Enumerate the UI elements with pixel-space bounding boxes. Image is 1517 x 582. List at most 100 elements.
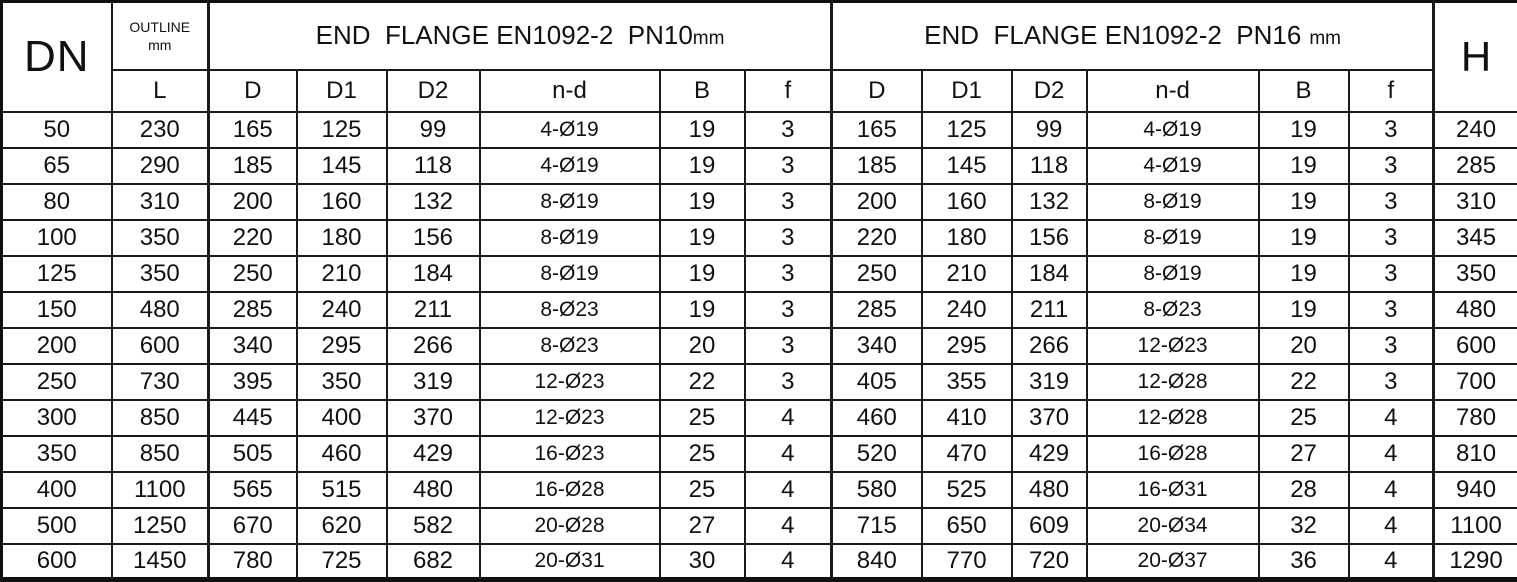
table-cell: 25 [1259, 400, 1349, 436]
table-cell: 405 [832, 364, 922, 400]
table-cell: 715 [832, 508, 922, 544]
table-cell: 460 [832, 400, 922, 436]
column-header-pn10-b: B [660, 70, 745, 112]
table-cell: 4-Ø19 [1087, 148, 1259, 184]
table-cell: 27 [660, 508, 745, 544]
table-cell: 1100 [112, 472, 209, 508]
table-cell: 19 [1259, 184, 1349, 220]
table-cell: 480 [1434, 292, 1517, 328]
table-cell: 125 [2, 256, 112, 292]
table-cell: 16-Ø28 [480, 472, 660, 508]
table-cell: 600 [1434, 328, 1517, 364]
table-cell: 4 [745, 400, 832, 436]
table-cell: 410 [922, 400, 1012, 436]
column-header-dn: DN [2, 2, 112, 112]
table-cell: 355 [922, 364, 1012, 400]
table-cell: 12-Ø28 [1087, 400, 1259, 436]
table-cell: 16-Ø31 [1087, 472, 1259, 508]
pn10-unit: mm [693, 28, 725, 49]
table-cell: 670 [209, 508, 297, 544]
table-cell: 3 [1349, 184, 1434, 220]
pn10-title: END FLANGE EN1092-2 PN10 [316, 20, 693, 50]
table-cell: 266 [387, 328, 480, 364]
table-cell: 211 [1012, 292, 1087, 328]
table-cell: 850 [112, 436, 209, 472]
table-cell: 25 [660, 436, 745, 472]
table-cell: 165 [832, 112, 922, 148]
table-cell: 3 [1349, 292, 1434, 328]
table-cell: 50 [2, 112, 112, 148]
table-cell: 480 [387, 472, 480, 508]
table-cell: 3 [745, 148, 832, 184]
column-header-pn16-d1: D1 [922, 70, 1012, 112]
table-cell: 19 [1259, 220, 1349, 256]
pn16-title: END FLANGE EN1092-2 PN16 [924, 20, 1301, 50]
table-cell: 730 [112, 364, 209, 400]
table-cell: 200 [2, 328, 112, 364]
table-cell: 266 [1012, 328, 1087, 364]
table-cell: 4 [1349, 544, 1434, 580]
table-cell: 780 [209, 544, 297, 580]
table-cell: 118 [387, 148, 480, 184]
table-cell: 65 [2, 148, 112, 184]
table-cell: 132 [387, 184, 480, 220]
column-header-pn10-f: f [745, 70, 832, 112]
table-cell: 3 [1349, 148, 1434, 184]
table-cell: 319 [1012, 364, 1087, 400]
table-cell: 250 [832, 256, 922, 292]
table-cell: 250 [209, 256, 297, 292]
table-cell: 4 [745, 544, 832, 580]
table-cell: 180 [922, 220, 1012, 256]
table-cell: 160 [922, 184, 1012, 220]
table-cell: 565 [209, 472, 297, 508]
table-cell: 429 [387, 436, 480, 472]
table-cell: 600 [112, 328, 209, 364]
table-cell: 1100 [1434, 508, 1517, 544]
table-cell: 3 [1349, 220, 1434, 256]
table-cell: 285 [209, 292, 297, 328]
table-cell: 940 [1434, 472, 1517, 508]
table-cell: 4-Ø19 [480, 148, 660, 184]
table-cell: 132 [1012, 184, 1087, 220]
table-cell: 500 [2, 508, 112, 544]
column-header-pn10-d1: D1 [297, 70, 387, 112]
table-cell: 300 [2, 400, 112, 436]
table-cell: 4 [745, 472, 832, 508]
table-cell: 340 [832, 328, 922, 364]
table-cell: 19 [660, 148, 745, 184]
table-cell: 620 [297, 508, 387, 544]
table-cell: 118 [1012, 148, 1087, 184]
table-cell: 1450 [112, 544, 209, 580]
table-cell: 12-Ø23 [480, 364, 660, 400]
table-cell: 295 [297, 328, 387, 364]
table-cell: 582 [387, 508, 480, 544]
table-cell: 25 [660, 400, 745, 436]
table-cell: 460 [297, 436, 387, 472]
table-cell: 185 [832, 148, 922, 184]
table-cell: 4 [1349, 436, 1434, 472]
table-cell: 20-Ø37 [1087, 544, 1259, 580]
column-header-outline: OUTLINE mm [112, 2, 209, 70]
table-cell: 156 [1012, 220, 1087, 256]
table-cell: 370 [387, 400, 480, 436]
table-cell: 99 [387, 112, 480, 148]
table-cell: 12-Ø23 [480, 400, 660, 436]
table-cell: 350 [2, 436, 112, 472]
table-cell: 240 [922, 292, 1012, 328]
table-cell: 1290 [1434, 544, 1517, 580]
table-cell: 3 [1349, 256, 1434, 292]
table-cell: 25 [660, 472, 745, 508]
table-cell: 8-Ø19 [1087, 184, 1259, 220]
table-cell: 470 [922, 436, 1012, 472]
table-cell: 350 [112, 256, 209, 292]
table-cell: 19 [660, 184, 745, 220]
table-cell: 3 [745, 184, 832, 220]
table-cell: 350 [297, 364, 387, 400]
table-cell: 850 [112, 400, 209, 436]
